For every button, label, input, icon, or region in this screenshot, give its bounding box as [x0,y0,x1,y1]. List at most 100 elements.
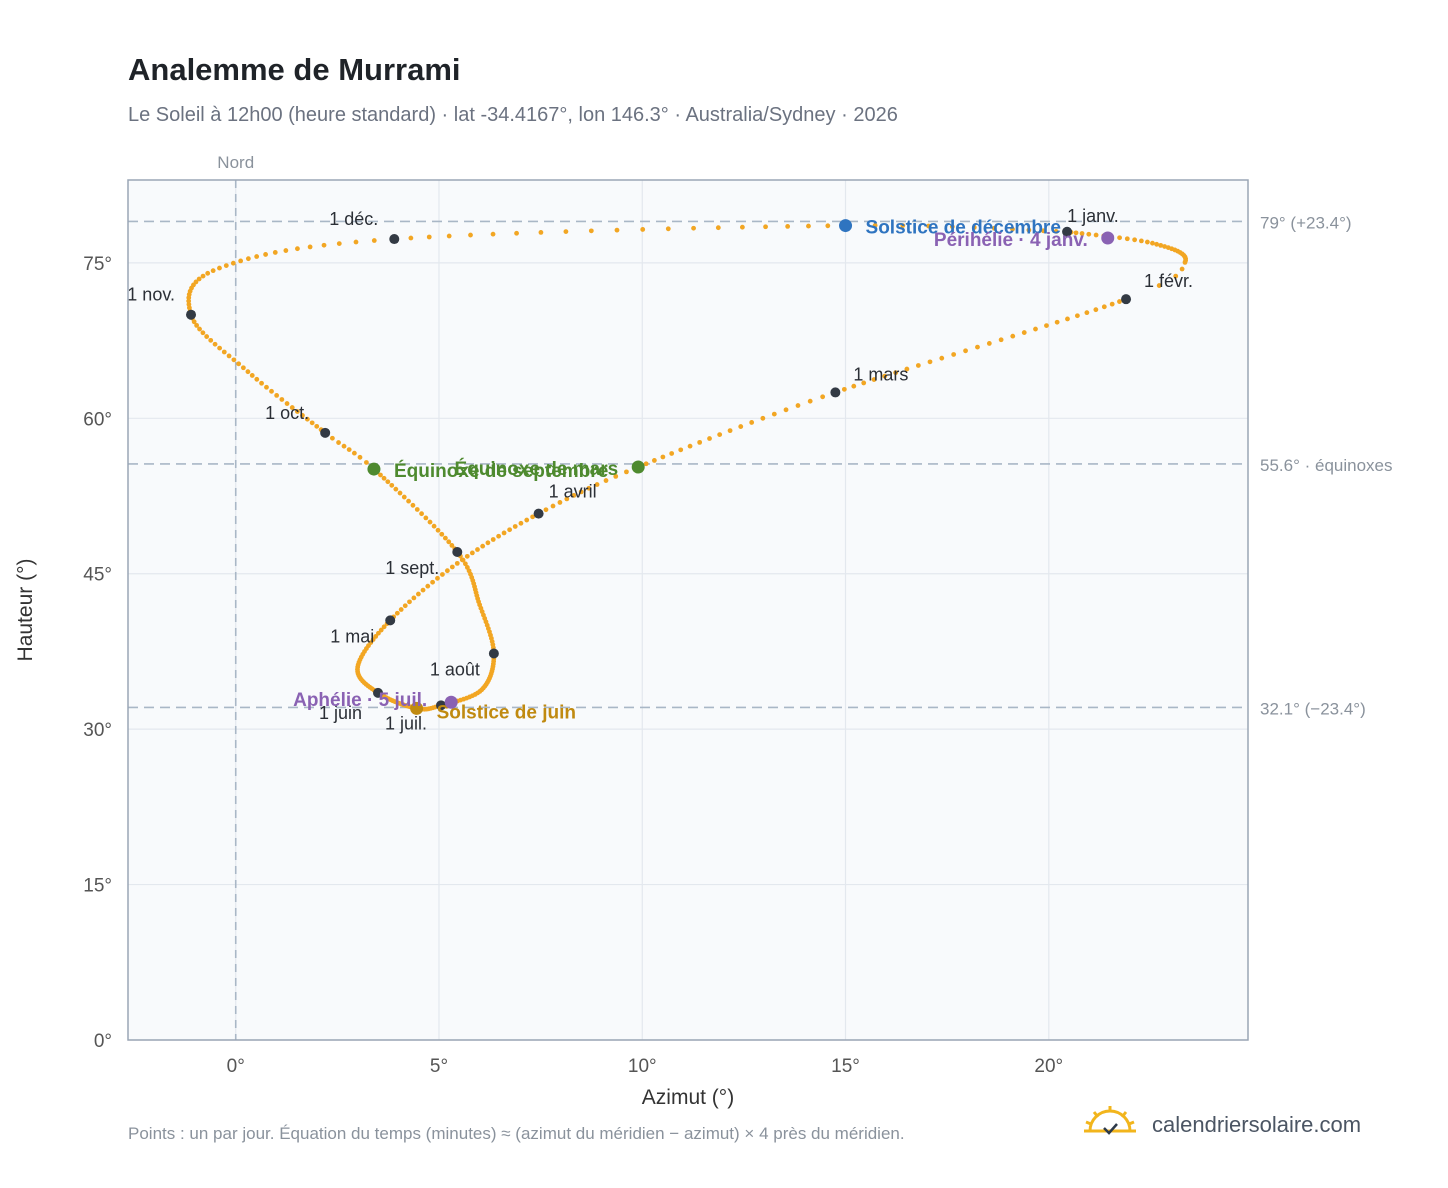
daily-sun-point [401,494,407,500]
daily-sun-point [425,583,431,589]
daily-sun-point [304,416,310,422]
daily-sun-point [426,234,432,240]
daily-sun-point [1150,240,1155,246]
daily-sun-point [530,514,536,520]
daily-sun-point [240,365,246,371]
daily-sun-point [193,279,199,285]
event-marker [410,701,424,715]
daily-sun-point [283,248,289,253]
daily-sun-point [210,268,216,274]
daily-sun-point [998,337,1004,343]
daily-sun-point [217,345,223,351]
daily-sun-point [410,502,416,508]
daily-sun-point [231,357,237,363]
daily-sun-point [204,334,210,339]
daily-sun-point [820,394,826,400]
daily-sun-point [223,263,229,268]
page-title: Analemme de Murrami [128,52,461,87]
daily-sun-point [341,443,347,449]
daily-sun-point [496,533,502,539]
daily-sun-point [254,254,260,259]
daily-sun-point [749,420,755,425]
daily-sun-point [314,423,320,429]
daily-sun-point [353,239,359,245]
daily-sun-point [397,490,403,496]
y-tick-label: 45° [83,565,112,586]
daily-sun-point [825,223,831,229]
month-label: 1 mai [330,626,374,646]
daily-sun-point [1179,266,1185,272]
y-tick-label: 0° [94,1031,112,1052]
month-label: 1 févr. [1144,271,1193,291]
daily-sun-point [1074,313,1080,319]
daily-sun-point [807,398,813,404]
daily-sun-point [460,557,466,563]
daily-sun-point [480,543,486,549]
daily-sun-point [975,344,980,350]
daily-sun-point [490,537,496,542]
daily-sun-point [507,527,513,533]
daily-sun-point [191,319,197,325]
daily-sun-point [245,256,251,262]
daily-sun-point [1084,310,1090,316]
daily-sun-point [707,436,712,441]
event-marker [839,219,853,233]
month-marker [373,687,384,698]
month-marker [186,309,197,320]
daily-sun-point [564,496,570,502]
daily-sun-point [475,547,480,552]
daily-sun-point [1044,323,1049,329]
x-tick-label: 0° [227,1056,245,1077]
daily-sun-point [687,443,693,449]
daily-sun-point [444,568,450,574]
daily-sun-point [971,225,977,230]
daily-sun-point [1138,238,1144,244]
daily-sun-point [469,550,475,556]
daily-sun-point [904,366,910,372]
daily-sun-point [1145,239,1150,245]
daily-sun-point [336,241,342,246]
daily-sun-point [376,630,381,636]
daily-sun-point [871,377,877,382]
daily-sun-point [1182,259,1188,265]
daily-sun-point [200,330,206,336]
daily-sun-point [1079,231,1085,236]
month-markers: 1 janv. 1 févr. 1 mars 1 avril 1 mai 1 juin 1 … [127,206,1193,734]
daily-sun-point [468,232,473,238]
daily-sun-point [624,469,629,475]
daily-sun-point [446,539,452,545]
daily-sun-point [245,369,251,375]
daily-sun-point [364,460,369,465]
daily-sun-point [381,624,387,630]
daily-sun-point [715,225,721,231]
daily-sun-point [269,388,274,394]
daily-sun-point [329,435,335,441]
daily-sun-point [212,341,218,347]
x-tick-label: 15° [831,1056,860,1077]
daily-sun-point [512,524,518,529]
daily-sun-point [1158,242,1164,248]
daily-sun-point [300,413,305,418]
daily-sun-point [872,223,878,228]
daily-sun-point [951,352,957,357]
daily-sun-point [614,227,620,233]
daily-sun-point [651,458,657,463]
month-label: 1 nov. [127,285,175,305]
daily-sun-point [1086,231,1092,237]
daily-sun-point [691,225,696,231]
brand[interactable]: calendriersolaire.com [1082,1104,1382,1144]
daily-sun-point [1132,237,1138,243]
month-label: 1 juin [319,703,362,723]
daily-sun-point [394,610,400,616]
daily-sun-point [321,242,327,248]
x-tick-label: 5° [430,1056,448,1077]
daily-sun-point [571,493,577,498]
daily-sun-point [851,383,857,389]
month-marker [488,648,499,659]
month-label: 1 août [430,660,480,680]
daily-sun-point [378,472,383,478]
daily-sun-point [1093,307,1099,313]
daily-sun-point [454,560,460,566]
daily-sun-point [841,386,847,392]
y-tick-label: 30° [83,720,112,741]
